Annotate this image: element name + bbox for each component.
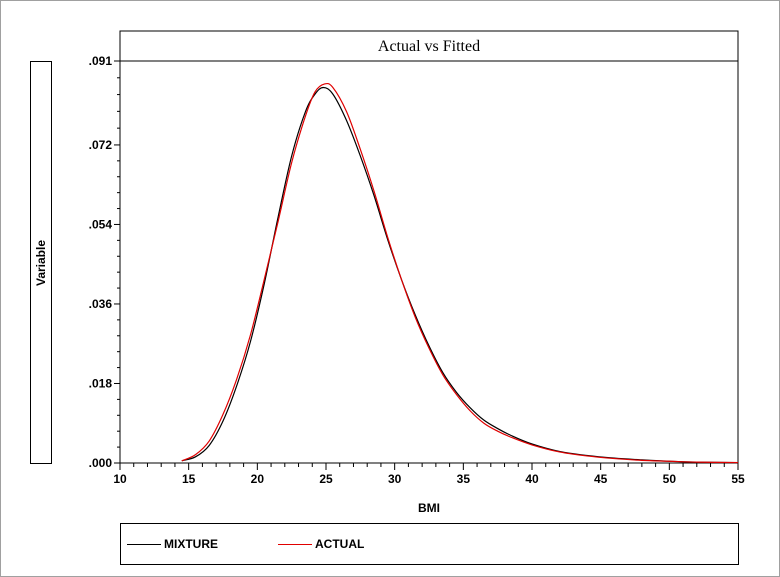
x-tick-label: 55 [731,472,745,486]
legend-item-actual: ACTUAL [278,537,364,551]
x-tick-label: 25 [319,472,333,486]
y-tick-label: .000 [89,456,113,470]
chart-title: Actual vs Fitted [378,38,480,55]
x-axis-label: BMI [418,501,440,515]
x-tick-label: 35 [457,472,471,486]
series-line-actual [181,82,739,464]
y-tick-label: .018 [89,376,113,390]
x-tick-label: 30 [388,472,402,486]
x-tick-label: 20 [251,472,265,486]
x-tick-label: 10 [113,472,127,486]
y-tick-label: .072 [89,138,113,152]
y-tick-label: .091 [89,54,113,68]
y-axis-label-box [30,61,52,464]
legend-swatch-actual [278,543,312,545]
x-tick-label: 45 [594,472,608,486]
title-box [119,30,739,62]
x-tick-label: 40 [525,472,539,486]
x-tick-label: 50 [663,472,677,486]
x-tick-label: 15 [182,472,196,486]
legend-label-actual: ACTUAL [315,537,365,551]
legend-swatch-mixture [127,543,161,545]
plot-area [119,60,739,464]
legend: MIXTURE ACTUAL [120,523,739,565]
y-tick-label: .036 [89,297,113,311]
y-tick-label: .054 [89,217,113,231]
legend-label-mixture: MIXTURE [164,537,218,551]
legend-item-mixture: MIXTURE [127,537,218,551]
